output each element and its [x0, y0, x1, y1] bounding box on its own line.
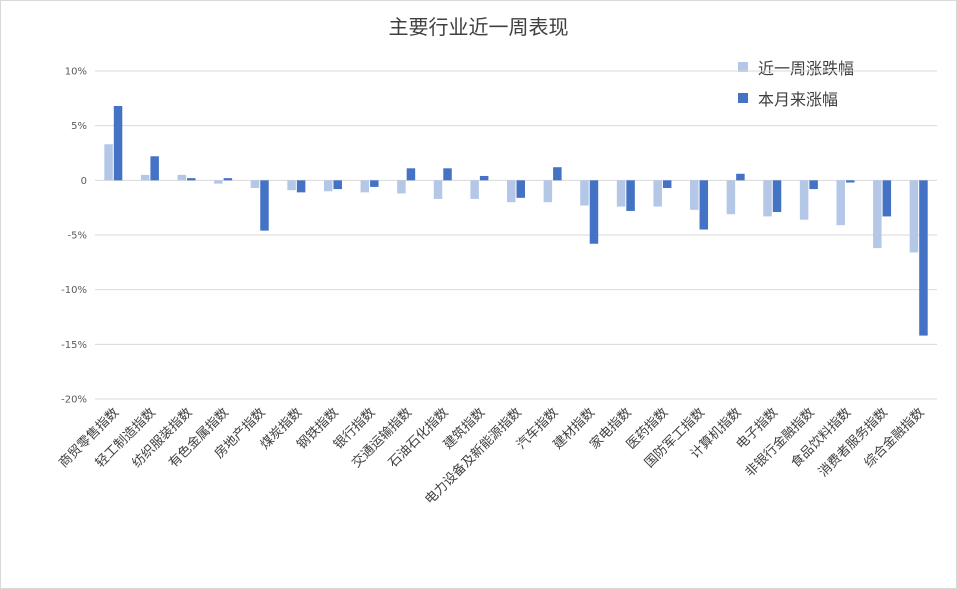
y-tick-label: 5%	[71, 121, 87, 132]
bar-weekly	[616, 180, 626, 207]
bar-weekly	[909, 180, 919, 253]
bar-weekly	[433, 180, 443, 199]
bar-monthly	[553, 167, 562, 181]
bar-monthly	[589, 180, 599, 244]
bar-monthly	[736, 173, 745, 181]
y-tick-label: -15%	[61, 340, 87, 351]
bar-weekly	[690, 180, 699, 210]
bar-weekly	[140, 174, 150, 181]
bar-monthly	[919, 180, 928, 336]
bar-monthly	[333, 180, 342, 190]
bar-weekly	[360, 180, 370, 193]
bar-weekly	[470, 180, 479, 199]
bar-monthly	[443, 168, 452, 181]
bar-monthly	[882, 180, 892, 217]
y-tick-label: 0	[81, 176, 87, 187]
bar-monthly	[260, 180, 269, 231]
y-tick-label: -20%	[61, 395, 87, 406]
bar-monthly	[223, 178, 233, 181]
bar-monthly	[516, 180, 525, 198]
bar-weekly	[580, 180, 589, 206]
bar-weekly	[177, 174, 187, 181]
bar-weekly	[726, 180, 736, 215]
y-tick-label: -5%	[68, 231, 87, 242]
bar-monthly	[370, 180, 379, 187]
chart-title: 主要行业近一周表现	[388, 15, 569, 39]
bar-weekly	[250, 180, 260, 188]
bar-weekly	[397, 180, 406, 194]
legend-swatch-monthly	[738, 92, 748, 103]
legend-swatch-weekly	[738, 61, 748, 72]
y-tick-label: -10%	[61, 285, 87, 296]
legend-item-monthly: 本月来涨幅	[738, 82, 854, 113]
bar-weekly	[214, 180, 223, 184]
bar-monthly	[772, 180, 782, 213]
legend: 近一周涨跌幅 本月来涨幅	[738, 51, 854, 113]
bar-monthly	[150, 156, 159, 181]
bar-weekly	[543, 180, 553, 203]
bar-weekly	[653, 180, 662, 207]
bar-monthly	[662, 180, 672, 188]
legend-label-monthly: 本月来涨幅	[758, 89, 839, 109]
bar-monthly	[699, 180, 709, 230]
legend-label-weekly: 近一周涨跌幅	[758, 58, 855, 78]
bar-weekly	[507, 180, 516, 203]
bar-monthly	[113, 105, 123, 181]
bar-monthly	[809, 180, 818, 190]
bar-monthly	[626, 180, 635, 211]
bar-monthly	[479, 175, 489, 181]
legend-item-weekly: 近一周涨跌幅	[738, 51, 854, 82]
bar-monthly	[296, 180, 306, 193]
bar-monthly	[845, 180, 855, 183]
bar-weekly	[287, 180, 296, 191]
bar-weekly	[873, 180, 882, 249]
bar-weekly	[763, 180, 772, 217]
y-tick-label: 10%	[65, 67, 87, 78]
bar-weekly	[323, 180, 333, 192]
bar-weekly	[799, 180, 809, 220]
bar-monthly	[406, 168, 416, 181]
bar-weekly	[836, 180, 845, 226]
bar-monthly	[187, 178, 196, 181]
bar-weekly	[104, 144, 113, 181]
